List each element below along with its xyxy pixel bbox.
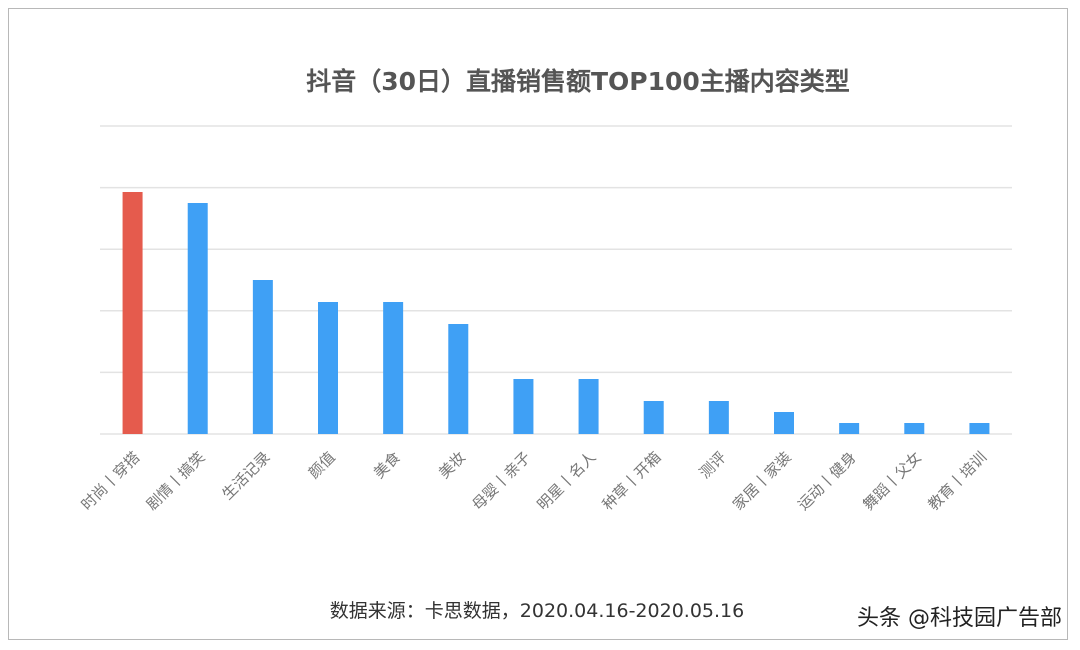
bar [839, 423, 860, 434]
x-tick-label: 舞蹈丨父女 [859, 448, 925, 514]
bar [122, 192, 143, 434]
bar [643, 401, 664, 434]
bar [252, 280, 273, 434]
bar [578, 379, 599, 434]
x-tick-label: 美食 [370, 448, 404, 482]
bar [513, 379, 534, 434]
data-source: 数据来源：卡思数据，2020.04.16-2020.05.16 [329, 600, 745, 622]
x-tick-label: 美妆 [435, 448, 469, 482]
chart-frame [8, 8, 1068, 640]
x-tick-label: 时尚丨穿搭 [78, 448, 144, 514]
x-tick-label: 教育丨培训 [924, 448, 990, 514]
watermark: 头条 @科技园广告部 [857, 606, 1062, 631]
x-tick-label: 运动丨健身 [794, 448, 860, 514]
x-tick-label: 明星丨名人 [534, 448, 600, 514]
bar [969, 423, 990, 434]
x-tick-label: 种草丨开箱 [599, 448, 665, 514]
x-tick-label: 颜值 [305, 448, 339, 482]
x-tick-label: 剧情丨搞笑 [143, 448, 209, 514]
x-tick-label: 生活记录 [219, 448, 274, 503]
bar [904, 423, 925, 434]
x-tick-label: 测评 [696, 448, 730, 482]
bar [187, 203, 208, 434]
bar [774, 412, 794, 434]
x-tick-label: 母婴丨亲子 [468, 448, 534, 514]
bar [708, 401, 729, 434]
bar [448, 324, 469, 434]
chart-title: 抖音（30日）直播销售额TOP100主播内容类型 [306, 67, 850, 96]
bar [318, 302, 338, 434]
bar [383, 302, 404, 434]
x-tick-label: 家居丨家装 [729, 448, 795, 514]
